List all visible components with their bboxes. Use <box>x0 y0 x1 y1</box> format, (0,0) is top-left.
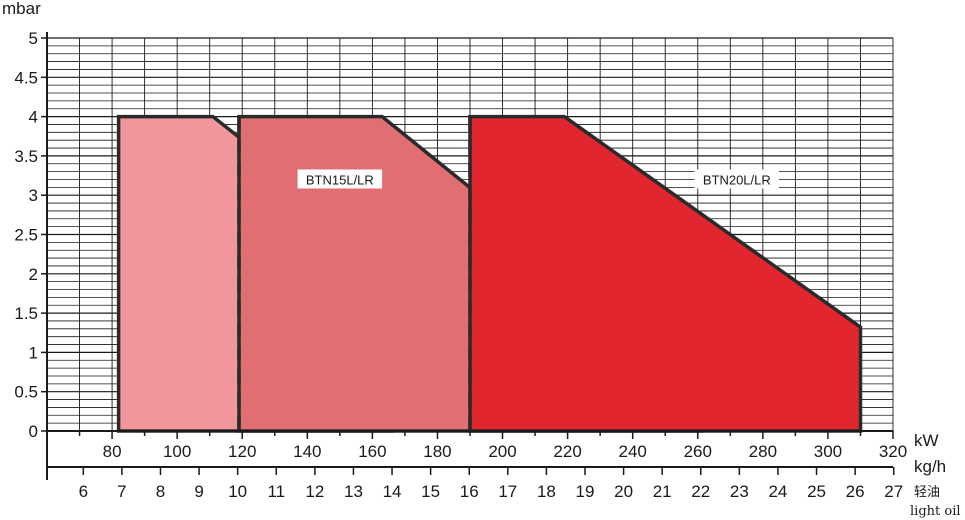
x-kgh-tick-label: 11 <box>267 482 285 501</box>
x-kgh-tick-label: 8 <box>156 482 165 501</box>
x-kgh-tick-label: 25 <box>807 482 826 501</box>
x-axis-unit-light-oil-en: light oil <box>910 504 961 519</box>
x-kgh-tick-label: 24 <box>768 482 787 501</box>
x-kw-tick-label: 300 <box>814 442 842 461</box>
x-kw-tick-label: 260 <box>684 442 712 461</box>
series-label-text: BTN20L/LR <box>703 172 771 187</box>
x-kw-tick-label: 140 <box>293 442 321 461</box>
series-label-box <box>694 169 780 189</box>
series-label-box <box>297 169 383 189</box>
x-axis-unit-kw: kW <box>914 431 939 450</box>
x-kgh-tick-label: 26 <box>846 482 865 501</box>
x-kgh-tick-label: 16 <box>460 482 479 501</box>
x-kgh-tick-label: 9 <box>194 482 203 501</box>
x-kw-tick-label: 120 <box>228 442 256 461</box>
y-tick-label: 0 <box>29 422 38 441</box>
x-kgh-tick-label: 15 <box>421 482 440 501</box>
x-kgh-tick-label: 27 <box>884 482 903 501</box>
x-kw-tick-label: 320 <box>879 442 907 461</box>
x-kw-tick-label: 180 <box>423 442 451 461</box>
y-tick-label: 3.5 <box>14 147 38 166</box>
axes: 0 0.5 1 1.5 2 2.5 3 3.5 4 4.5 5 80 100 120 140 160 180 20… <box>14 29 907 501</box>
x-kw-tick-label: 100 <box>163 442 191 461</box>
x-kgh-tick-label: 6 <box>79 482 88 501</box>
y-tick-label: 1 <box>29 343 38 362</box>
y-tick-label: 0.5 <box>14 383 38 402</box>
x-kw-tick-label: 240 <box>619 442 647 461</box>
x-kw-tick-label: 160 <box>358 442 386 461</box>
x-kgh-tick-label: 13 <box>344 482 363 501</box>
x-kgh-tick-label: 20 <box>614 482 633 501</box>
x-kgh-tick-label: 14 <box>383 482 402 501</box>
y-tick-label: 5 <box>29 29 38 48</box>
x-kgh-tick-label: 17 <box>498 482 517 501</box>
series-label-text: BTN15L/LR <box>306 172 374 187</box>
x-kw-tick-label: 80 <box>103 442 122 461</box>
x-kgh-tick-label: 10 <box>228 482 247 501</box>
x-kgh-tick-label: 7 <box>117 482 126 501</box>
x-kw-tick-label: 200 <box>488 442 516 461</box>
x-kw-tick-label: 280 <box>749 442 777 461</box>
series-label-1: BTN15L/LR <box>297 169 383 189</box>
y-tick-label: 2.5 <box>14 226 38 245</box>
x-kgh-tick-label: 21 <box>653 482 672 501</box>
y-tick-label: 2 <box>29 265 38 284</box>
x-kgh-tick-label: 23 <box>730 482 749 501</box>
series-areas <box>116 114 863 433</box>
x-kgh-tick-label: 22 <box>691 482 710 501</box>
series-label-2: BTN20L/LR <box>694 169 780 189</box>
x-kgh-tick-label: 18 <box>537 482 556 501</box>
y-tick-label: 3 <box>29 186 38 205</box>
y-tick-label: 4.5 <box>14 68 38 87</box>
x-kw-tick-label: 220 <box>553 442 581 461</box>
x-kgh-tick-label: 12 <box>305 482 324 501</box>
x-axis-unit-kgh: kg/h <box>914 457 946 476</box>
x-kgh-tick-label: 19 <box>576 482 595 501</box>
y-tick-label: 4 <box>29 108 38 127</box>
y-tick-label: 1.5 <box>14 304 38 323</box>
y-axis-unit: mbar <box>2 0 41 18</box>
x-axis-unit-light-oil-cn: 轻油 <box>914 485 940 500</box>
